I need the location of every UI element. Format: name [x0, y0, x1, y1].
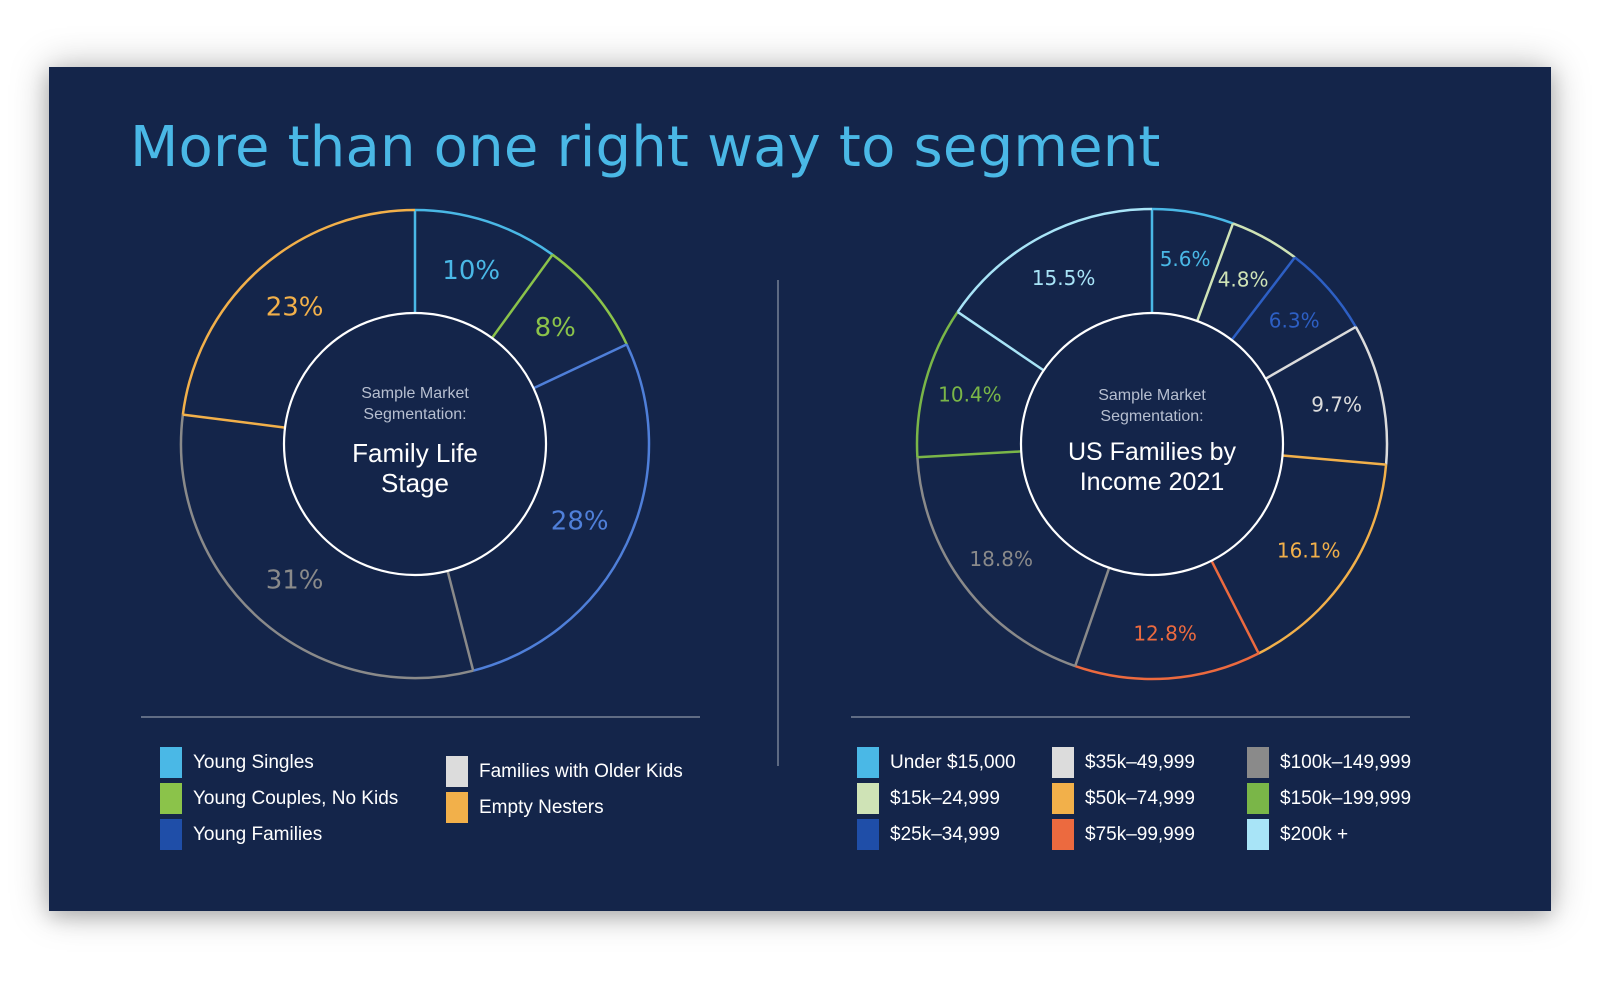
slice-arc-150k-199-999 [915, 311, 959, 458]
slice-label-35k-49-999: 9.7% [1311, 392, 1362, 416]
legend-swatch [446, 756, 468, 787]
center-title-line-2: Stage [381, 468, 449, 498]
legend-label: $25k–34,999 [890, 824, 1000, 845]
slide-frame: More than one right way to segment 10% 8%… [49, 67, 1551, 911]
center-subtitle-line-2: Segmentation: [1100, 408, 1203, 425]
slice-divider-families-with-older-kids [446, 570, 475, 671]
slice-arc-75k-99-999 [1074, 652, 1260, 681]
slice-label-200k: 15.5% [1032, 266, 1096, 290]
legend-label: Young Couples, No Kids [193, 788, 399, 809]
slice-divider-25k-34-999 [1230, 256, 1296, 341]
legend-label: $100k–149,999 [1280, 752, 1412, 773]
slice-arc-young-couples-no-kids [551, 253, 628, 345]
slice-arc-families-with-older-kids [179, 414, 474, 680]
center-title-line-1: Family Life [352, 438, 478, 468]
legend-label: $75k–99,999 [1085, 824, 1195, 845]
slice-arc-200k [956, 207, 1153, 313]
legend-label: $150k–199,999 [1280, 788, 1412, 809]
legend-label: Empty Nesters [479, 797, 604, 818]
center-subtitle-line-2: Segmentation: [363, 406, 466, 423]
slice-label-100k-149-999: 18.8% [969, 547, 1033, 571]
legend-label: $15k–24,999 [890, 788, 1000, 809]
slice-divider-50k-74-999 [1282, 454, 1387, 466]
slide-title: More than one right way to segment [130, 115, 1161, 180]
donut-hole [282, 311, 548, 577]
legend-swatch [1052, 747, 1074, 778]
legend-swatch [857, 747, 879, 778]
legend-swatch [1247, 783, 1269, 814]
legend-swatch [446, 792, 468, 823]
slice-arc-young-singles [414, 208, 554, 256]
slice-divider-empty-nesters [182, 413, 286, 429]
slice-label-under-15-000: 5.6% [1160, 247, 1211, 271]
slice-label-50k-74-999: 16.1% [1277, 539, 1341, 563]
legend-label: Young Singles [193, 752, 314, 773]
slice-label-young-singles: 10% [442, 256, 500, 286]
slice-divider-35k-49-999 [1264, 325, 1357, 380]
legend-swatch [1247, 819, 1269, 850]
slice-arc-empty-nesters [181, 208, 416, 415]
legend-label: Young Families [193, 824, 323, 845]
legend-swatch [160, 783, 182, 814]
center-subtitle-line-1: Sample Market [1098, 387, 1206, 404]
slice-arc-25k-34-999 [1294, 256, 1357, 328]
legend-label: $35k–49,999 [1085, 752, 1195, 773]
legend-swatch [160, 819, 182, 850]
legend-label: Families with Older Kids [479, 761, 683, 782]
center-title-line-2: Income 2021 [1080, 468, 1225, 496]
legend-swatch [857, 819, 879, 850]
slice-label-25k-34-999: 6.3% [1269, 309, 1320, 333]
donut-charts: 10% 8% 28% 31% 23% Sample Market Segmentation:… [141, 207, 1410, 766]
slice-label-15k-24-999: 4.8% [1218, 267, 1269, 291]
slice-divider-young-couples-no-kids [490, 253, 554, 339]
slice-arc-15k-24-999 [1232, 222, 1296, 259]
slice-label-young-families: 28% [551, 507, 609, 537]
slide: More than one right way to segment 10% 8%… [49, 67, 1551, 911]
slice-label-150k-199-999: 10.4% [938, 383, 1002, 407]
legend-swatch [1052, 783, 1074, 814]
legend-label: Under $15,000 [890, 752, 1016, 773]
slice-divider-150k-199-999 [917, 450, 1022, 459]
donut-hole [1019, 311, 1285, 577]
legend-swatch [1247, 747, 1269, 778]
slice-label-empty-nesters: 23% [266, 293, 324, 323]
slice-arc-under-15-000 [1151, 207, 1234, 225]
slice-arc-young-families [472, 343, 651, 672]
slice-divider-200k [956, 310, 1045, 372]
slice-divider-100k-149-999 [1073, 567, 1111, 667]
legend-swatch [160, 747, 182, 778]
slice-label-young-couples-no-kids: 8% [535, 313, 576, 343]
slice-arc-35k-49-999 [1354, 326, 1389, 465]
legend-swatch [857, 783, 879, 814]
center-title-line-1: US Families by [1068, 438, 1237, 466]
legend-swatch [1052, 819, 1074, 850]
slice-arc-100k-149-999 [916, 457, 1076, 668]
legend-label: $200k + [1280, 824, 1349, 845]
slice-divider-15k-24-999 [1195, 222, 1235, 322]
slice-divider-75k-99-999 [1210, 560, 1260, 654]
slice-divider-young-families [532, 343, 628, 390]
legend-label: $50k–74,999 [1085, 788, 1195, 809]
center-subtitle-line-1: Sample Market [361, 385, 469, 402]
slice-label-75k-99-999: 12.8% [1133, 622, 1197, 646]
slice-label-families-with-older-kids: 31% [266, 566, 324, 596]
slice-arc-50k-74-999 [1258, 464, 1388, 655]
